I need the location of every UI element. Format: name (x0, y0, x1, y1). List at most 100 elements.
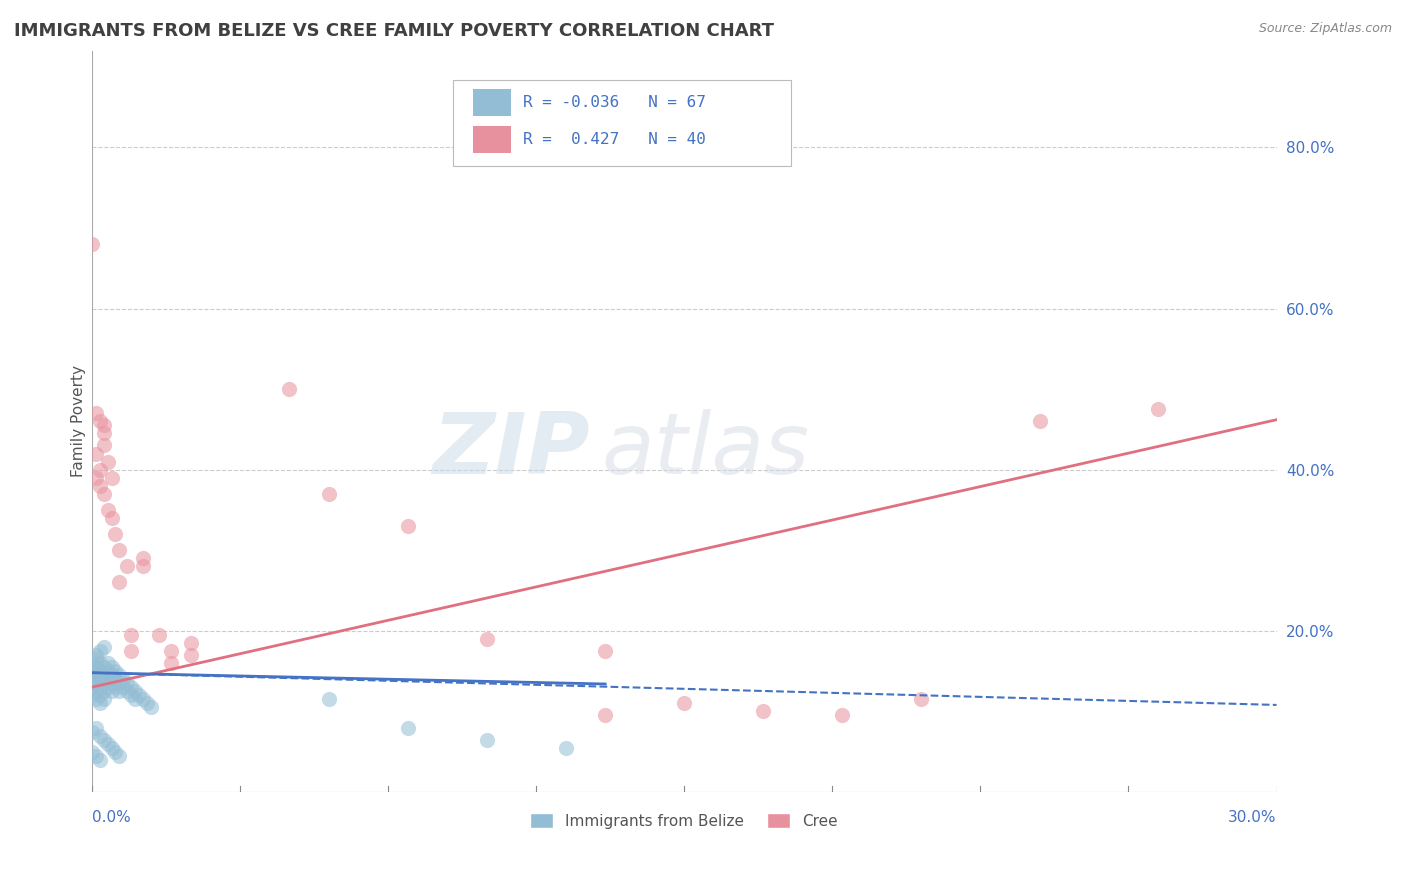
Point (100, 740, 122, 755)
Legend: Immigrants from Belize, Cree: Immigrants from Belize, Cree (523, 805, 846, 836)
Y-axis label: Family Poverty: Family Poverty (72, 366, 86, 477)
Point (84, 672, 107, 686)
Text: IMMIGRANTS FROM BELIZE VS CREE FAMILY POVERTY CORRELATION CHART: IMMIGRANTS FROM BELIZE VS CREE FAMILY PO… (14, 22, 775, 40)
Point (108, 543, 131, 558)
Point (132, 551, 155, 566)
Point (89, 668, 111, 682)
Point (84, 676, 107, 690)
Point (97, 503, 120, 517)
Text: atlas: atlas (602, 409, 810, 492)
Point (554, 740, 576, 755)
Point (80, 680, 103, 694)
Point (97, 664, 120, 678)
Point (89, 656, 111, 670)
Point (132, 559, 155, 574)
Point (180, 636, 202, 650)
Point (93, 438, 115, 452)
Point (89, 680, 111, 694)
Point (84, 721, 107, 735)
Point (80, 745, 103, 759)
Point (93, 418, 115, 433)
Point (100, 471, 122, 485)
Point (97, 454, 120, 468)
Point (136, 696, 159, 710)
Point (93, 660, 115, 674)
Point (84, 660, 107, 674)
Point (104, 664, 127, 678)
Point (120, 688, 142, 702)
Point (100, 668, 122, 682)
Point (104, 527, 127, 541)
Point (831, 708, 853, 723)
Point (593, 644, 616, 658)
Point (80, 724, 103, 739)
Point (89, 688, 111, 702)
Point (278, 382, 301, 396)
Point (593, 708, 616, 723)
Point (80, 656, 103, 670)
Point (93, 668, 115, 682)
Point (910, 692, 932, 706)
Point (89, 753, 111, 767)
Text: 30.0%: 30.0% (1227, 811, 1277, 825)
Text: R =  0.427   N = 40: R = 0.427 N = 40 (523, 132, 706, 147)
Point (100, 676, 122, 690)
Point (112, 680, 135, 694)
Point (84, 652, 107, 666)
Point (80, 237, 103, 252)
Point (120, 628, 142, 642)
Point (752, 705, 775, 719)
Point (159, 644, 181, 658)
Point (1147, 402, 1170, 417)
Point (84, 471, 107, 485)
Point (97, 672, 120, 686)
Point (673, 696, 696, 710)
Point (396, 721, 419, 735)
Point (84, 684, 107, 698)
Point (104, 745, 127, 759)
Point (100, 511, 122, 525)
Point (100, 660, 122, 674)
Point (318, 487, 340, 501)
Point (475, 632, 498, 646)
Point (84, 406, 107, 420)
Point (108, 668, 131, 682)
Point (108, 748, 131, 763)
Point (93, 684, 115, 698)
Point (124, 692, 146, 706)
Point (318, 692, 340, 706)
Point (89, 672, 111, 686)
FancyBboxPatch shape (453, 80, 790, 166)
Text: Source: ZipAtlas.com: Source: ZipAtlas.com (1258, 22, 1392, 36)
Point (108, 684, 131, 698)
Point (180, 648, 202, 662)
Point (80, 688, 103, 702)
Point (84, 648, 107, 662)
Bar (474, 89, 512, 116)
Point (89, 644, 111, 658)
Point (120, 644, 142, 658)
Point (84, 446, 107, 460)
Point (139, 700, 162, 714)
Text: R = -0.036   N = 67: R = -0.036 N = 67 (523, 95, 706, 110)
Point (112, 672, 135, 686)
Point (89, 729, 111, 743)
Point (93, 732, 115, 747)
Point (148, 628, 170, 642)
Point (97, 656, 120, 670)
Point (100, 684, 122, 698)
Point (84, 692, 107, 706)
Bar (474, 127, 512, 153)
Point (93, 487, 115, 501)
Point (117, 684, 139, 698)
Point (80, 664, 103, 678)
Point (89, 414, 111, 428)
Point (89, 664, 111, 678)
Text: 0.0%: 0.0% (91, 811, 131, 825)
Point (104, 680, 127, 694)
Point (89, 463, 111, 477)
Point (93, 692, 115, 706)
Point (117, 559, 139, 574)
Point (124, 684, 146, 698)
Point (104, 672, 127, 686)
